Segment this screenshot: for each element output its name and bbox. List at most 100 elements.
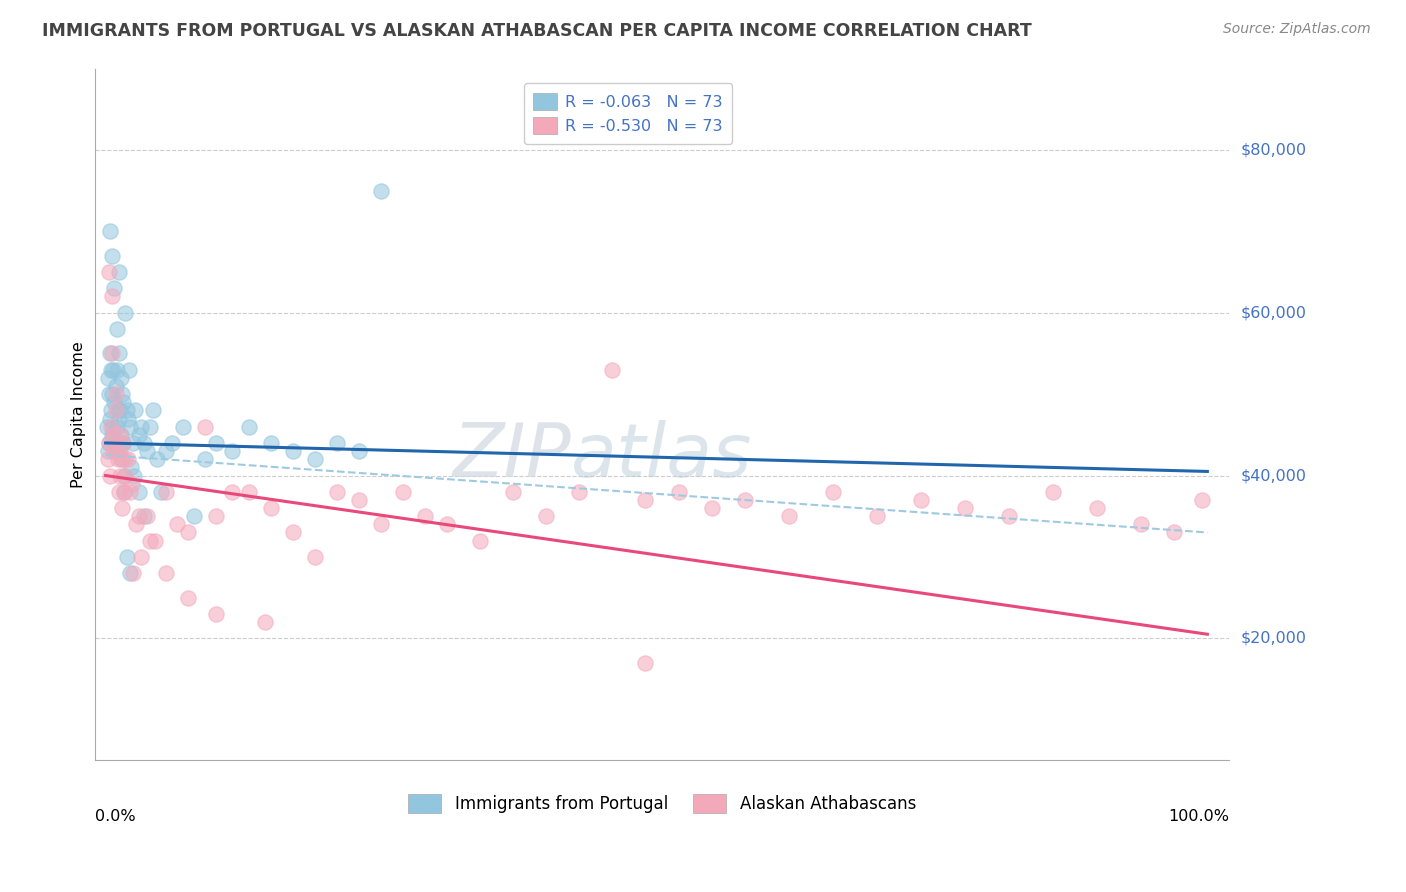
Point xyxy=(160,436,183,450)
Point xyxy=(105,322,128,336)
Point xyxy=(304,452,326,467)
Point xyxy=(155,444,177,458)
Point xyxy=(101,427,124,442)
Point xyxy=(281,444,304,458)
Point xyxy=(136,444,159,458)
Point xyxy=(347,492,370,507)
Y-axis label: Per Capita Income: Per Capita Income xyxy=(72,341,86,488)
Text: $40,000: $40,000 xyxy=(1240,468,1306,483)
Point xyxy=(124,403,146,417)
Point xyxy=(104,403,127,417)
Point xyxy=(177,591,200,605)
Point xyxy=(110,452,132,467)
Point xyxy=(101,289,124,303)
Point xyxy=(112,468,135,483)
Point xyxy=(392,484,415,499)
Point xyxy=(101,249,124,263)
Point xyxy=(104,444,127,458)
Point xyxy=(97,265,120,279)
Point xyxy=(112,436,135,450)
Point xyxy=(138,533,160,548)
Point xyxy=(370,517,392,532)
Text: IMMIGRANTS FROM PORTUGAL VS ALASKAN ATHABASCAN PER CAPITA INCOME CORRELATION CHA: IMMIGRANTS FROM PORTUGAL VS ALASKAN ATHA… xyxy=(42,22,1032,40)
Point xyxy=(326,436,349,450)
Point xyxy=(105,362,128,376)
Point xyxy=(155,484,177,499)
Point xyxy=(1085,501,1108,516)
Point xyxy=(108,468,131,483)
Point xyxy=(117,411,139,425)
Point xyxy=(143,533,166,548)
Point xyxy=(107,403,129,417)
Point xyxy=(98,411,121,425)
Point xyxy=(221,484,243,499)
Point xyxy=(254,615,277,629)
Point xyxy=(112,395,135,409)
Point xyxy=(108,484,131,499)
Point xyxy=(103,436,125,450)
Point xyxy=(166,517,188,532)
Point xyxy=(204,509,226,524)
Point xyxy=(998,509,1021,524)
Point xyxy=(108,411,131,425)
Point xyxy=(100,403,122,417)
Point xyxy=(97,436,120,450)
Point xyxy=(734,492,756,507)
Text: Source: ZipAtlas.com: Source: ZipAtlas.com xyxy=(1223,22,1371,37)
Point xyxy=(700,501,723,516)
Point xyxy=(568,484,591,499)
Point xyxy=(103,419,125,434)
Point xyxy=(953,501,976,516)
Point xyxy=(100,419,122,434)
Text: atlas: atlas xyxy=(571,420,752,492)
Text: $20,000: $20,000 xyxy=(1240,631,1306,646)
Point xyxy=(97,387,120,401)
Point xyxy=(194,452,217,467)
Point xyxy=(103,427,125,442)
Point xyxy=(1163,525,1185,540)
Point xyxy=(122,468,145,483)
Point xyxy=(1042,484,1064,499)
Point xyxy=(122,566,145,581)
Point xyxy=(304,549,326,564)
Point xyxy=(111,452,134,467)
Point xyxy=(111,501,134,516)
Point xyxy=(103,362,125,376)
Point xyxy=(118,362,141,376)
Point xyxy=(238,484,260,499)
Point xyxy=(194,419,217,434)
Point xyxy=(117,452,139,467)
Point xyxy=(115,549,138,564)
Point xyxy=(121,476,143,491)
Point xyxy=(146,452,169,467)
Point xyxy=(101,387,124,401)
Point xyxy=(114,306,136,320)
Point xyxy=(108,403,131,417)
Point xyxy=(129,549,152,564)
Point xyxy=(107,436,129,450)
Point xyxy=(866,509,889,524)
Text: 0.0%: 0.0% xyxy=(94,809,135,824)
Point xyxy=(436,517,458,532)
Point xyxy=(260,501,283,516)
Point xyxy=(108,265,131,279)
Text: 100.0%: 100.0% xyxy=(1168,809,1229,824)
Legend: R = -0.063   N = 73, R = -0.530   N = 73: R = -0.063 N = 73, R = -0.530 N = 73 xyxy=(523,84,733,144)
Point xyxy=(100,362,122,376)
Point xyxy=(1130,517,1153,532)
Point xyxy=(128,484,150,499)
Point xyxy=(110,427,132,442)
Point xyxy=(105,444,128,458)
Point xyxy=(778,509,800,524)
Point xyxy=(136,509,159,524)
Point xyxy=(112,484,135,499)
Point xyxy=(502,484,524,499)
Point xyxy=(177,525,200,540)
Point xyxy=(122,436,145,450)
Point xyxy=(112,484,135,499)
Point xyxy=(204,436,226,450)
Point xyxy=(910,492,932,507)
Point xyxy=(103,281,125,295)
Point xyxy=(110,371,132,385)
Point xyxy=(112,436,135,450)
